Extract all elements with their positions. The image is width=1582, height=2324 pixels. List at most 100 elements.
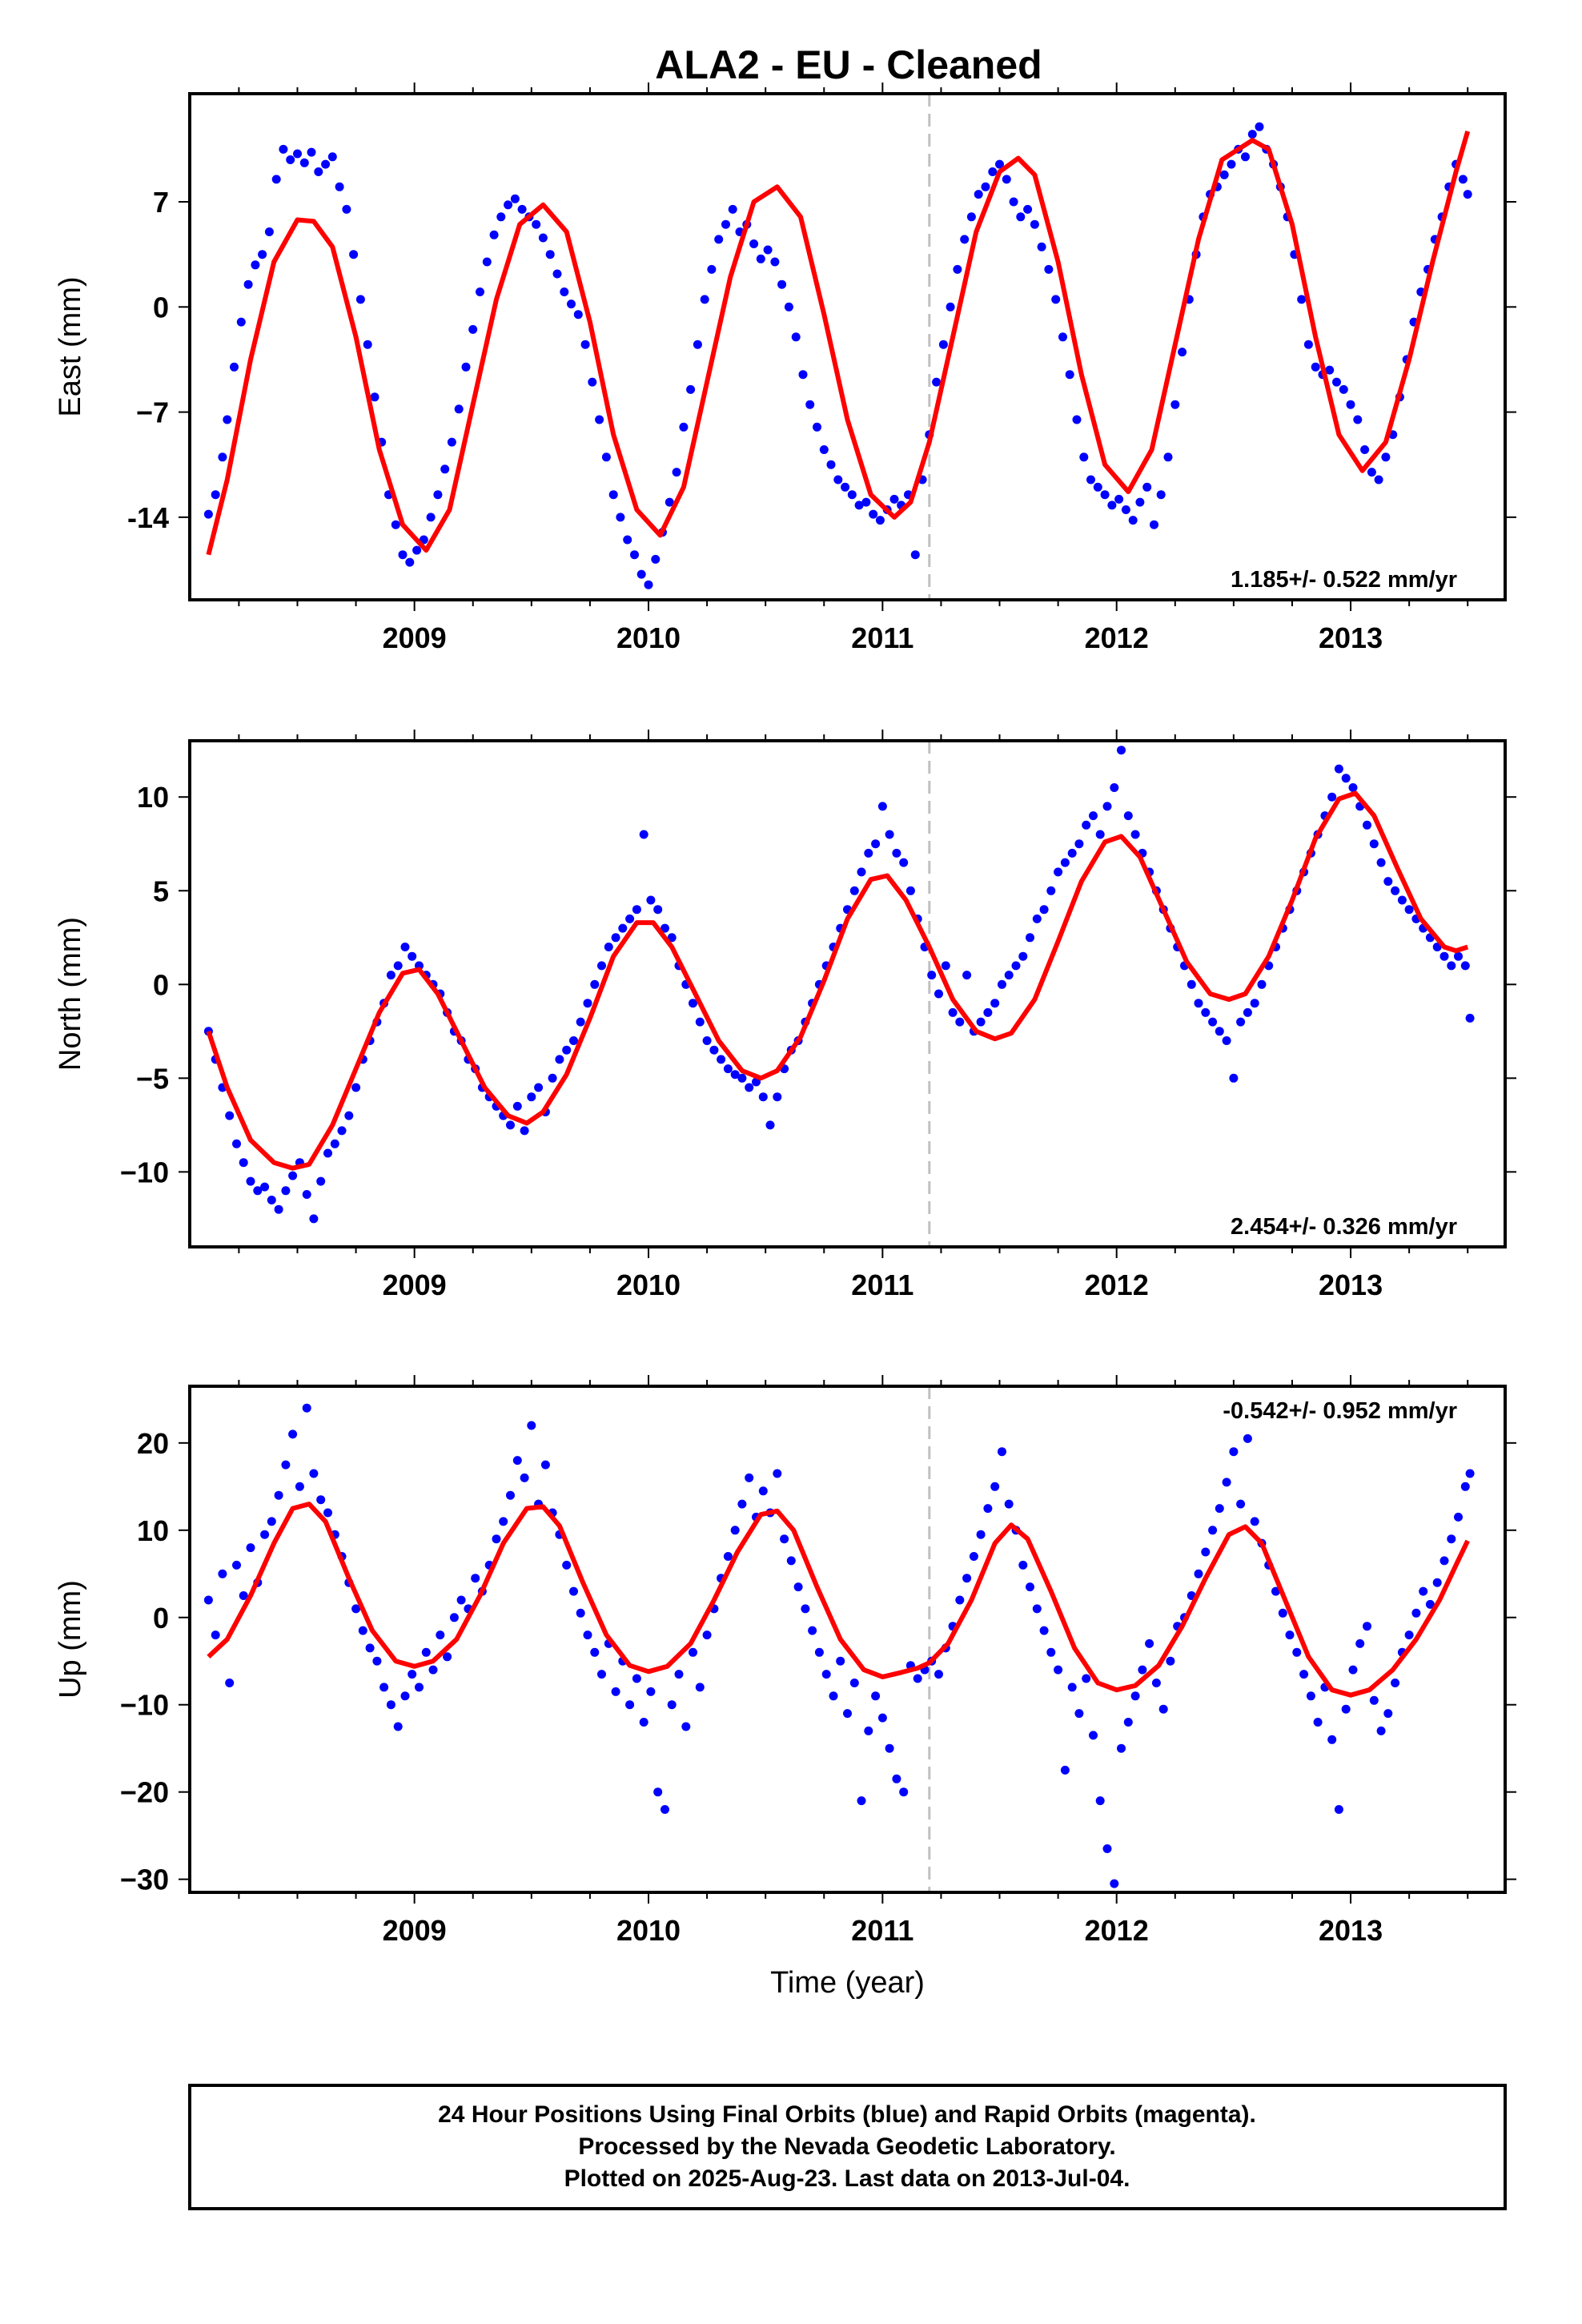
data-point (877, 802, 887, 811)
data-point (468, 324, 478, 334)
data-point (253, 1186, 263, 1196)
data-point (1030, 219, 1039, 229)
data-point (512, 1101, 522, 1111)
y-tick-label: −10 (120, 1156, 169, 1188)
data-point (1278, 1608, 1287, 1618)
data-point (798, 370, 808, 380)
data-point (260, 1530, 270, 1539)
x-tick-label: 2013 (1319, 1914, 1383, 1947)
data-point (808, 1626, 817, 1635)
data-point (756, 254, 765, 263)
y-tick-label: 0 (153, 1602, 169, 1634)
data-point (1138, 1665, 1147, 1675)
data-point (1341, 774, 1351, 783)
data-point (962, 971, 972, 980)
data-point (1215, 1504, 1224, 1514)
data-point (379, 1683, 389, 1692)
data-point (1229, 1073, 1239, 1083)
data-point (1093, 482, 1102, 492)
data-point (801, 1604, 810, 1614)
data-point (1016, 212, 1026, 222)
data-point (604, 943, 613, 951)
data-point (1348, 1665, 1358, 1675)
data-point (611, 933, 620, 943)
data-point (251, 260, 260, 270)
data-point (496, 212, 506, 222)
data-point (1201, 1547, 1211, 1557)
data-point (512, 1456, 522, 1466)
data-point (323, 1508, 332, 1518)
data-point (342, 204, 351, 214)
data-point (281, 1186, 291, 1196)
data-point (358, 1626, 367, 1635)
data-point (955, 1595, 965, 1605)
data-point (632, 905, 641, 915)
data-point (1348, 783, 1358, 792)
data-point (1117, 1743, 1126, 1753)
data-point (1032, 1604, 1042, 1614)
data-point (953, 264, 962, 274)
data-point (548, 1073, 557, 1083)
x-axis-label: Time (year) (770, 1966, 925, 2000)
plot-area (203, 1386, 1475, 1892)
data-point (955, 1017, 965, 1027)
y-tick-label: -14 (127, 501, 169, 534)
data-point (616, 513, 625, 522)
data-point (623, 535, 632, 545)
data-point (440, 464, 450, 474)
data-point (829, 1691, 838, 1701)
data-point (969, 1552, 978, 1561)
data-point (1292, 1647, 1302, 1657)
data-point (1107, 501, 1117, 510)
data-point (545, 250, 555, 259)
data-point (443, 1652, 452, 1662)
data-point (885, 830, 894, 839)
data-point (344, 1111, 354, 1120)
data-point (681, 1722, 691, 1731)
fit-line (206, 790, 1469, 1171)
data-point (758, 1092, 768, 1102)
data-point (569, 1036, 578, 1045)
data-point (426, 513, 436, 522)
data-point (1243, 1433, 1252, 1443)
data-point (667, 933, 677, 943)
data-point (773, 1092, 782, 1102)
data-point (246, 1176, 255, 1186)
y-tick-label: 10 (137, 1514, 169, 1547)
data-point (1095, 1796, 1105, 1806)
data-point (405, 557, 415, 567)
data-point (415, 1683, 424, 1692)
data-point (1142, 482, 1152, 492)
data-point (1110, 1879, 1119, 1888)
data-point (274, 1490, 283, 1500)
data-point (520, 1126, 529, 1136)
data-point (307, 147, 316, 157)
data-point (1465, 1013, 1475, 1023)
data-point (1236, 1499, 1246, 1509)
data-point (763, 245, 773, 255)
data-point (1110, 783, 1119, 792)
data-point (864, 848, 873, 858)
data-point (1306, 1691, 1315, 1701)
data-point (1065, 370, 1074, 380)
data-point (279, 144, 288, 154)
data-point (864, 1726, 873, 1735)
data-point (1227, 159, 1236, 169)
data-point (351, 1083, 361, 1092)
data-point (777, 279, 787, 289)
data-point (562, 1045, 572, 1055)
data-point (1058, 332, 1067, 342)
data-point (653, 1787, 663, 1797)
data-point (1082, 820, 1091, 830)
data-point (1114, 494, 1124, 504)
data-point (527, 1092, 536, 1102)
footer-frame (188, 2084, 1507, 2210)
data-point (433, 490, 443, 500)
x-tick-label: 2012 (1085, 1269, 1149, 1301)
data-point (1447, 1534, 1456, 1544)
data-point (327, 152, 337, 162)
data-point (679, 422, 689, 432)
data-point (632, 1674, 641, 1683)
data-point (218, 452, 227, 462)
footer-line-2: Processed by the Nevada Geodetic Laborat… (578, 2133, 1115, 2160)
